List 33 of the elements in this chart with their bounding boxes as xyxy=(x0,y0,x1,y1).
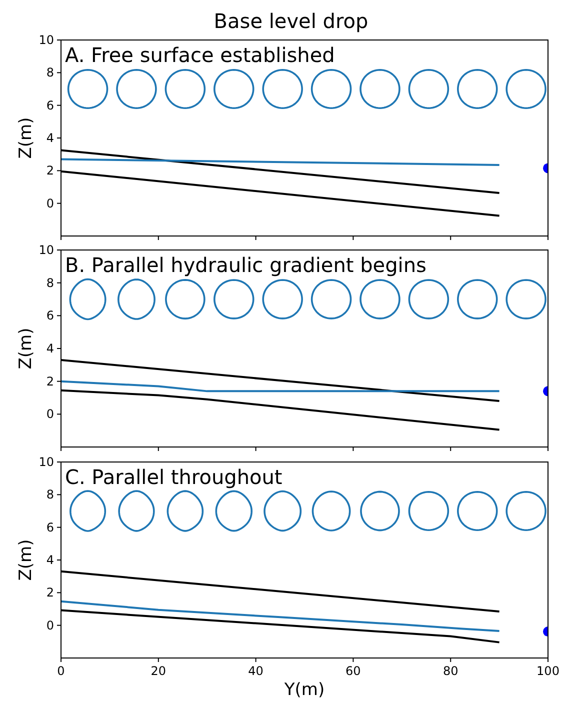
y-tick-label: 2 xyxy=(46,586,54,600)
x-axis-title: Y(m) xyxy=(283,680,325,700)
y-tick-label: 8 xyxy=(46,66,54,80)
chart-subtitle: B. Parallel hydraulic gradient begins xyxy=(65,253,426,277)
x-tick-label: 20 xyxy=(150,664,166,678)
y-tick-label: 10 xyxy=(38,455,54,469)
x-tick-label: 100 xyxy=(536,664,560,678)
chart-subtitle: C. Parallel throughout xyxy=(65,465,282,489)
y-tick-label: 6 xyxy=(46,520,54,534)
y-tick-label: 2 xyxy=(46,164,54,178)
x-tick-label: 40 xyxy=(248,664,264,678)
x-tick-label: 0 xyxy=(57,664,65,678)
chart-subtitle: A. Free surface established xyxy=(65,43,335,67)
x-tick-label: 80 xyxy=(442,664,458,678)
y-tick-label: 10 xyxy=(38,243,54,257)
y-tick-label: 8 xyxy=(46,488,54,502)
y-axis-title: Z(m) xyxy=(16,117,36,159)
chart-title: Base level drop xyxy=(214,9,368,33)
y-tick-label: 4 xyxy=(46,553,54,567)
line-series xyxy=(61,600,500,632)
y-axis-title: Z(m) xyxy=(16,328,36,370)
y-tick-label: 0 xyxy=(46,618,54,632)
y-tick-label: 0 xyxy=(46,196,54,210)
y-tick-label: 2 xyxy=(46,374,54,388)
y-tick-label: 4 xyxy=(46,131,54,145)
y-tick-label: 6 xyxy=(46,98,54,112)
y-tick-label: 0 xyxy=(46,407,54,422)
y-tick-label: 4 xyxy=(46,342,54,356)
y-tick-label: 8 xyxy=(46,276,54,290)
y-axis-title: Z(m) xyxy=(16,539,36,581)
x-tick-label: 60 xyxy=(346,664,361,678)
y-tick-label: 10 xyxy=(38,33,54,47)
y-tick-label: 6 xyxy=(46,308,54,323)
